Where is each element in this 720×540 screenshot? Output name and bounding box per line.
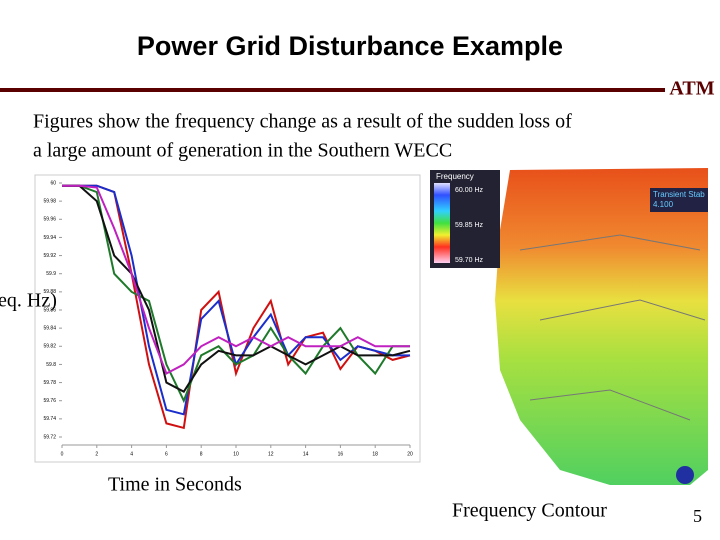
x-axis-label: Time in Seconds bbox=[108, 474, 242, 496]
title-rule bbox=[0, 88, 665, 92]
y-tick-label: 59.86 bbox=[43, 307, 56, 313]
y-tick-label: 59.88 bbox=[43, 289, 56, 295]
map: Frequency 60.00 Hz 59.85 Hz 59.70 Hz Tra… bbox=[430, 168, 708, 485]
legend-label: 59.85 Hz bbox=[455, 222, 484, 229]
map-stamp bbox=[650, 188, 708, 212]
x-tick-label: 8 bbox=[200, 451, 203, 457]
y-tick-label: 59.76 bbox=[43, 398, 56, 404]
legend-label: 59.70 Hz bbox=[455, 257, 484, 264]
stamp-text: Transient Stab bbox=[653, 190, 705, 199]
y-tick-label: 59.84 bbox=[43, 325, 56, 331]
x-tick-label: 6 bbox=[165, 451, 168, 457]
y-tick-label: 59.82 bbox=[43, 344, 56, 350]
data-line bbox=[62, 184, 411, 430]
y-tick-label: 60 bbox=[50, 180, 56, 186]
map-region bbox=[495, 168, 708, 485]
legend-title: Frequency bbox=[436, 172, 474, 181]
y-tick-label: 59.96 bbox=[43, 217, 56, 223]
y-tick-label: 59.94 bbox=[43, 235, 56, 241]
y-tick-label: 59.74 bbox=[43, 416, 56, 422]
map-borders bbox=[519, 234, 706, 421]
y-tick-label: 59.8 bbox=[46, 362, 56, 368]
legend-scale bbox=[434, 183, 450, 263]
title: Power Grid Disturbance Example bbox=[137, 31, 563, 61]
map-mark bbox=[676, 466, 694, 484]
x-tick-label: 4 bbox=[130, 451, 133, 457]
y-axis-label: eq. Hz) bbox=[0, 290, 57, 312]
y-tick-label: 59.92 bbox=[43, 253, 56, 259]
x-tick-label: 0 bbox=[61, 451, 64, 457]
data-line bbox=[62, 184, 411, 393]
x-tick-label: 16 bbox=[338, 451, 344, 457]
data-line bbox=[62, 184, 410, 404]
y-tick-label: 59.9 bbox=[46, 271, 56, 277]
stamp-text: 4.100 bbox=[653, 200, 674, 209]
x-tick-label: 10 bbox=[233, 451, 239, 457]
data-line bbox=[62, 184, 410, 375]
x-tick-label: 14 bbox=[303, 451, 309, 457]
x-tick-label: 2 bbox=[95, 451, 98, 457]
y-tick-label: 59.78 bbox=[43, 380, 56, 386]
x-tick-label: 20 bbox=[407, 451, 413, 457]
page-number: 5 bbox=[693, 506, 702, 526]
x-tick-label: 12 bbox=[268, 451, 274, 457]
chart-frame bbox=[34, 174, 421, 463]
map-caption: Frequency Contour bbox=[452, 500, 607, 522]
y-tick-label: 59.98 bbox=[43, 198, 56, 204]
logo: ATM bbox=[669, 78, 714, 100]
x-tick-label: 18 bbox=[372, 451, 378, 457]
body-line: Figures show the frequency change as a r… bbox=[33, 111, 572, 133]
body-line: a large amount of generation in the Sout… bbox=[33, 140, 452, 162]
y-tick-label: 59.72 bbox=[43, 434, 56, 440]
legend-label: 60.00 Hz bbox=[455, 187, 484, 194]
